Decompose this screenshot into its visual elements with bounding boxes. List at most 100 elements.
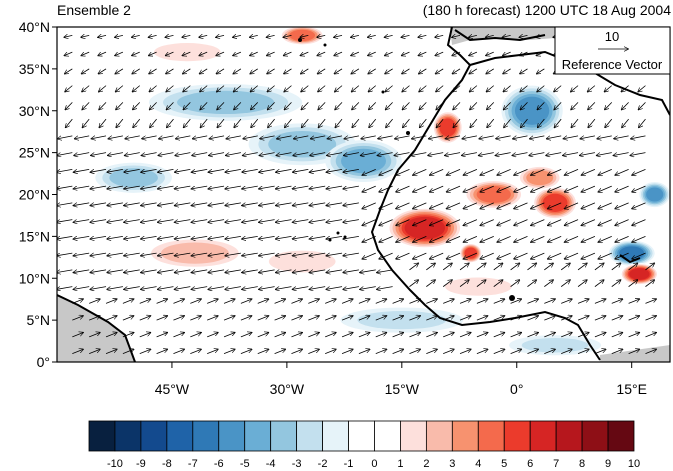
- wind-vector: [343, 185, 359, 189]
- wind-vector: [531, 236, 545, 242]
- wind-vector: [510, 349, 522, 354]
- wind-vector: [452, 68, 461, 74]
- wind-vector: [378, 135, 393, 139]
- colorbar-label: -5: [240, 458, 250, 470]
- wind-vector: [453, 118, 461, 127]
- wind-vector: [259, 252, 275, 256]
- wind-vector: [430, 236, 444, 242]
- colorbar-swatch: [555, 420, 583, 452]
- wind-vector: [184, 118, 191, 127]
- colorbar-label: 5: [501, 458, 507, 470]
- wind-vector: [175, 252, 191, 256]
- wind-vector: [514, 185, 528, 192]
- wind-vector: [395, 135, 410, 139]
- wind-vector: [486, 52, 494, 55]
- wind-vector: [267, 52, 275, 55]
- wind-vector: [183, 102, 191, 109]
- wind-vector: [141, 219, 157, 223]
- wind-vector: [480, 236, 494, 242]
- wind-vector: [90, 235, 107, 239]
- wind-vector: [311, 135, 326, 139]
- colorbar-label: -4: [266, 458, 276, 470]
- wind-vector: [141, 168, 157, 172]
- wind-vector: [459, 349, 471, 354]
- wind-vector: [216, 68, 225, 74]
- wind-vector: [470, 85, 478, 92]
- wind-vector: [435, 52, 444, 55]
- wind-vector: [132, 35, 140, 37]
- wind-vector: [276, 252, 292, 256]
- wind-vector: [385, 52, 393, 55]
- wind-vector: [638, 102, 646, 109]
- wind-vector: [65, 85, 73, 92]
- wind-vector: [493, 333, 505, 338]
- wind-vector: [571, 118, 579, 127]
- wind-vector: [156, 299, 168, 304]
- wind-vector: [309, 269, 326, 273]
- wind-vector: [158, 219, 174, 223]
- anomaly-blob-0-level-1: [177, 90, 275, 115]
- wind-vector: [107, 252, 123, 256]
- wind-vector: [141, 152, 157, 156]
- anomaly-blob-4-level-1: [153, 43, 221, 62]
- wind-vector: [531, 169, 545, 175]
- wind-vector: [581, 252, 596, 259]
- wind-vector: [495, 152, 511, 156]
- colorbar-label: -6: [214, 458, 224, 470]
- wind-vector: [341, 349, 353, 354]
- wind-vector: [594, 263, 604, 271]
- wind-vector: [362, 252, 376, 259]
- wind-vector: [510, 299, 522, 304]
- wind-vector: [242, 269, 258, 273]
- wind-vector: [476, 333, 488, 338]
- wind-vector: [200, 102, 208, 109]
- wind-vector: [476, 280, 486, 287]
- anomaly-blob-5-level-1: [289, 29, 316, 42]
- wind-vector: [426, 349, 437, 354]
- wind-vector: [463, 219, 478, 226]
- wind-vector: [260, 135, 275, 139]
- wind-vector: [175, 286, 191, 290]
- wind-vector: [447, 185, 461, 192]
- wind-vector: [199, 35, 208, 37]
- wind-vector: [493, 299, 505, 304]
- wind-vector: [343, 202, 359, 206]
- wind-vector: [554, 85, 562, 92]
- wind-vector: [139, 299, 151, 304]
- anomaly-blob-16-level-1: [629, 268, 650, 280]
- wind-vector: [98, 52, 107, 55]
- reference-vector-label: Reference Vector: [562, 57, 663, 72]
- longitude-axis: 45°W 30°W 15°W 0° 15°E: [155, 362, 647, 397]
- wind-vector: [308, 299, 319, 304]
- wind-vector: [267, 85, 275, 92]
- wind-vector: [173, 333, 184, 338]
- wind-vector: [173, 349, 184, 354]
- wind-vector: [182, 52, 191, 55]
- wind-vector: [309, 286, 326, 290]
- wind-vector: [409, 263, 418, 271]
- wind-vector: [497, 185, 511, 192]
- wind-vector: [503, 68, 511, 74]
- wind-vector: [257, 316, 269, 321]
- anomaly-blob-2-level-1: [340, 148, 387, 174]
- wind-vector: [358, 299, 370, 304]
- wind-vector: [250, 52, 258, 55]
- wind-vector: [302, 118, 309, 127]
- coast-lake-chad: [619, 254, 641, 264]
- latitude-label: 10°N: [19, 270, 50, 286]
- wind-vector: [632, 185, 646, 192]
- wind-vector: [628, 316, 640, 321]
- wind-vector: [132, 68, 140, 74]
- wind-vector: [369, 118, 377, 127]
- wind-vector: [594, 333, 606, 338]
- wind-vector: [139, 333, 151, 338]
- wind-vector: [57, 168, 73, 172]
- wind-vector: [193, 135, 208, 139]
- wind-vector: [242, 286, 258, 290]
- wind-vector: [90, 168, 107, 172]
- wind-vector: [430, 185, 444, 192]
- wind-vector: [436, 68, 444, 74]
- wind-vector: [242, 168, 258, 172]
- wind-vector: [125, 135, 140, 139]
